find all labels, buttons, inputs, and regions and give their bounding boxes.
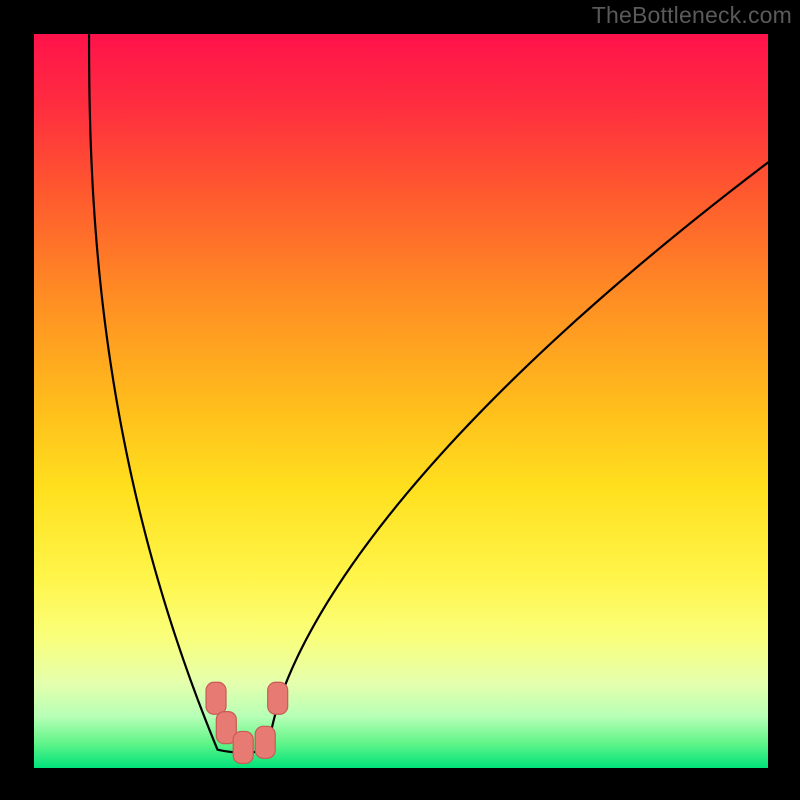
valley-marker: [255, 726, 275, 758]
gradient-background: [34, 34, 768, 768]
valley-marker: [206, 682, 226, 714]
valley-marker: [268, 682, 288, 714]
watermark-text: TheBottleneck.com: [592, 2, 792, 29]
plot-area: [34, 34, 768, 768]
valley-marker: [233, 731, 253, 763]
chart-container: TheBottleneck.com: [0, 0, 800, 800]
plot-svg: [34, 34, 768, 768]
